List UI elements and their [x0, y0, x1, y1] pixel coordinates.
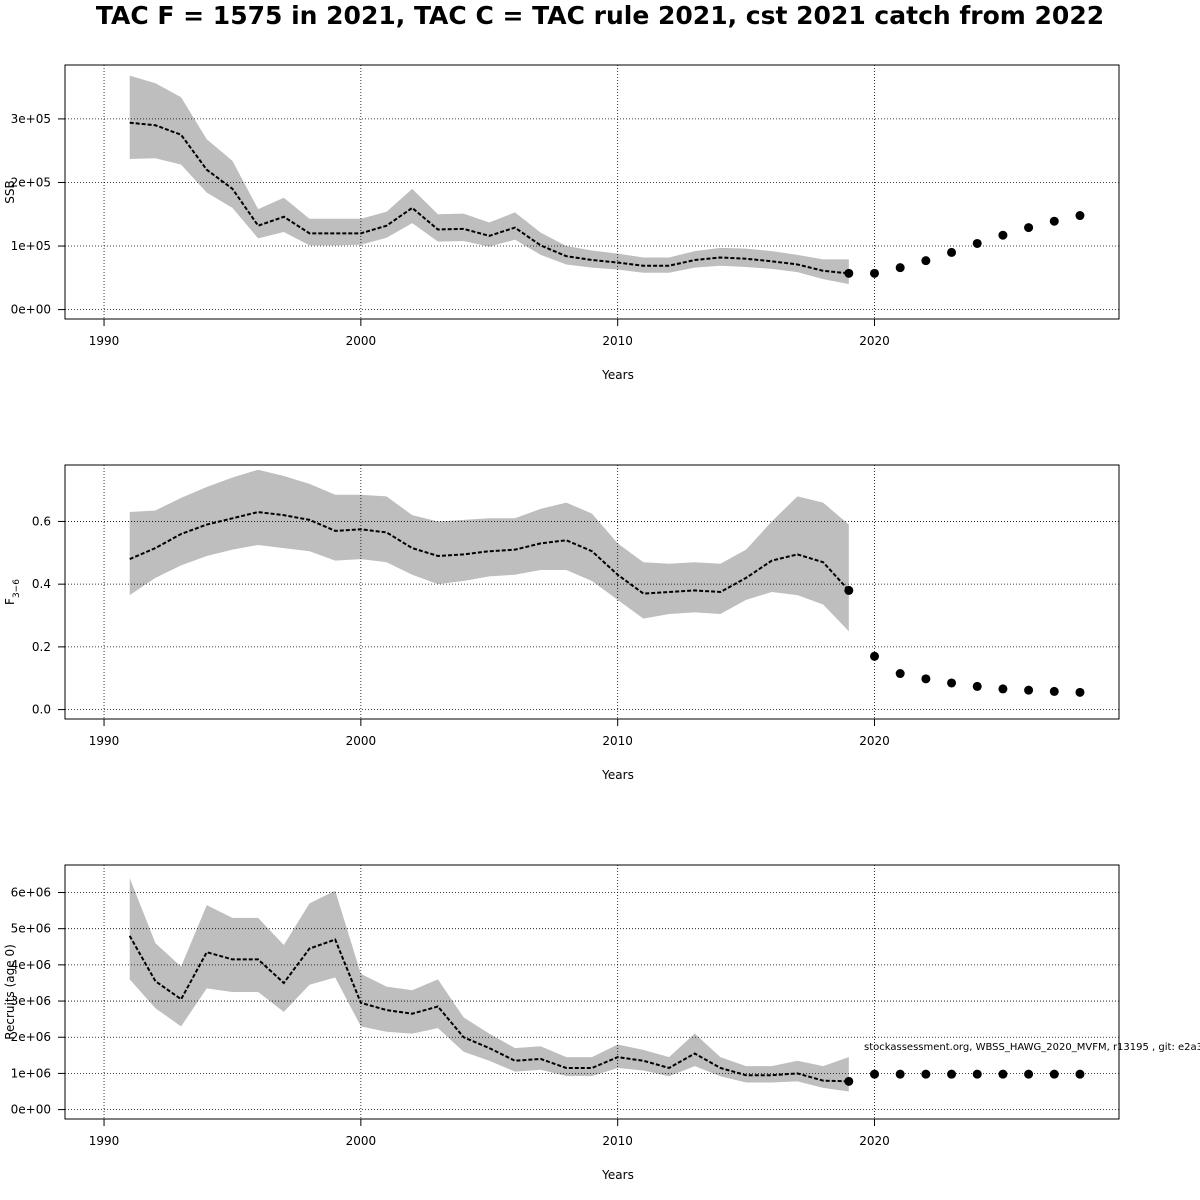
- forecast-point: [870, 1069, 880, 1079]
- y-axis-label: F3−6: [3, 579, 22, 605]
- estimate-line: [129, 511, 850, 595]
- forecast-point: [1049, 686, 1059, 696]
- plot-frame: [64, 464, 1120, 720]
- estimate-line: [128, 935, 849, 1083]
- forecast-point: [895, 263, 905, 273]
- forecast-point: [1024, 1069, 1034, 1079]
- forecast-point: [947, 678, 957, 688]
- y-tick-label: 0.2: [32, 640, 51, 654]
- x-axis-label: Years: [601, 768, 634, 782]
- forecast-point: [921, 256, 931, 266]
- y-tick-label: 0e+00: [11, 303, 51, 317]
- y-tick-label: 2e+05: [11, 175, 51, 189]
- forecast-point: [972, 681, 982, 691]
- y-tick-label: 5e+06: [11, 922, 51, 936]
- x-axis-label: Years: [601, 368, 634, 382]
- chart-title: TAC F = 1575 in 2021, TAC C = TAC rule 2…: [96, 1, 1104, 30]
- x-tick-label: 2010: [602, 334, 633, 348]
- panel-recruits: 1990 2000 2010 2020 0e+00 1e+06 2e+06 3e+06 4e+0…: [3, 864, 1120, 1182]
- x-tick-label: 1990: [89, 734, 120, 748]
- y-axis-label: SSB: [3, 180, 17, 203]
- x-tick-label: 2020: [859, 734, 890, 748]
- forecast-point: [998, 230, 1008, 240]
- forecast-point: [870, 268, 880, 278]
- forecast-point: [870, 651, 880, 661]
- x-tick-label: 2000: [346, 1134, 377, 1148]
- forecast-point: [998, 684, 1008, 694]
- forecast-point: [972, 238, 982, 248]
- y-tick-label: 4e+06: [11, 958, 51, 972]
- x-tick-label: 2000: [346, 734, 377, 748]
- x-tick-label: 2020: [859, 1134, 890, 1148]
- forecast-point: [921, 674, 931, 684]
- y-tick-label: 3e+05: [11, 112, 51, 126]
- panels: 1990 2000 2010 2020 0e+00 1e+05 2e+05 3e+05 Year…: [3, 64, 1120, 1182]
- y-tick-label: 1e+06: [11, 1066, 51, 1080]
- forecast-point: [1024, 223, 1034, 233]
- x-tick-label: 2010: [602, 1134, 633, 1148]
- forecast-point: [1075, 1069, 1085, 1079]
- forecast-point: [1024, 685, 1034, 695]
- y-tick-label: 3e+06: [11, 994, 51, 1008]
- y-tick-label: 0e+00: [11, 1103, 51, 1117]
- forecast-point: [972, 1069, 982, 1079]
- plot-frame: [64, 864, 1120, 1120]
- x-axis-label: Years: [601, 1168, 634, 1182]
- x-tick-label: 2020: [859, 334, 890, 348]
- forecast-point: [1075, 211, 1085, 221]
- x-tick-label: 2000: [346, 334, 377, 348]
- forecast-point: [895, 1069, 905, 1079]
- forecast-point: [844, 585, 854, 595]
- forecast-point: [895, 669, 905, 679]
- y-tick-label: 1e+05: [11, 239, 51, 253]
- forecast-point: [844, 1076, 854, 1086]
- y-tick-label: 6e+06: [11, 885, 51, 899]
- forecast-point: [998, 1069, 1008, 1079]
- confidence-band: [129, 469, 849, 632]
- x-tick-label: 1990: [89, 1134, 120, 1148]
- y-tick-label: 0.6: [32, 514, 51, 528]
- y-axis-label-subscript: 3−6: [12, 579, 22, 598]
- forecast-point: [947, 1069, 957, 1079]
- panel-fbar: 1990 2000 2010 2020 0.0 0.2 0.4 0.6 Years F3−6: [3, 464, 1120, 782]
- forecast-point: [1075, 687, 1085, 697]
- x-tick-label: 1990: [89, 334, 120, 348]
- confidence-band: [129, 878, 849, 1092]
- forecast-point: [921, 1069, 931, 1079]
- estimate-line: [129, 121, 849, 275]
- forecast-point: [947, 247, 957, 257]
- forecast-point: [844, 268, 854, 278]
- y-tick-label: 2e+06: [11, 1030, 51, 1044]
- confidence-band: [129, 75, 849, 285]
- y-tick-label: 0.0: [32, 703, 51, 717]
- footnote: stockassessment.org, WBSS_HAWG_2020_MVFM…: [864, 1042, 1200, 1053]
- plot-frame: [64, 64, 1120, 320]
- forecast-point: [1049, 1069, 1059, 1079]
- y-axis-label: Recruits (age 0): [3, 944, 17, 1040]
- forecast-point: [1049, 216, 1059, 226]
- panel-ssb: 1990 2000 2010 2020 0e+00 1e+05 2e+05 3e+05 Year…: [3, 64, 1120, 382]
- y-tick-label: 0.4: [32, 577, 51, 591]
- x-tick-label: 2010: [602, 734, 633, 748]
